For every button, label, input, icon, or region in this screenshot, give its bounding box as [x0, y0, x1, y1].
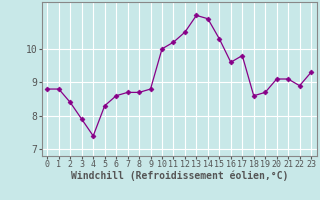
X-axis label: Windchill (Refroidissement éolien,°C): Windchill (Refroidissement éolien,°C) [70, 171, 288, 181]
